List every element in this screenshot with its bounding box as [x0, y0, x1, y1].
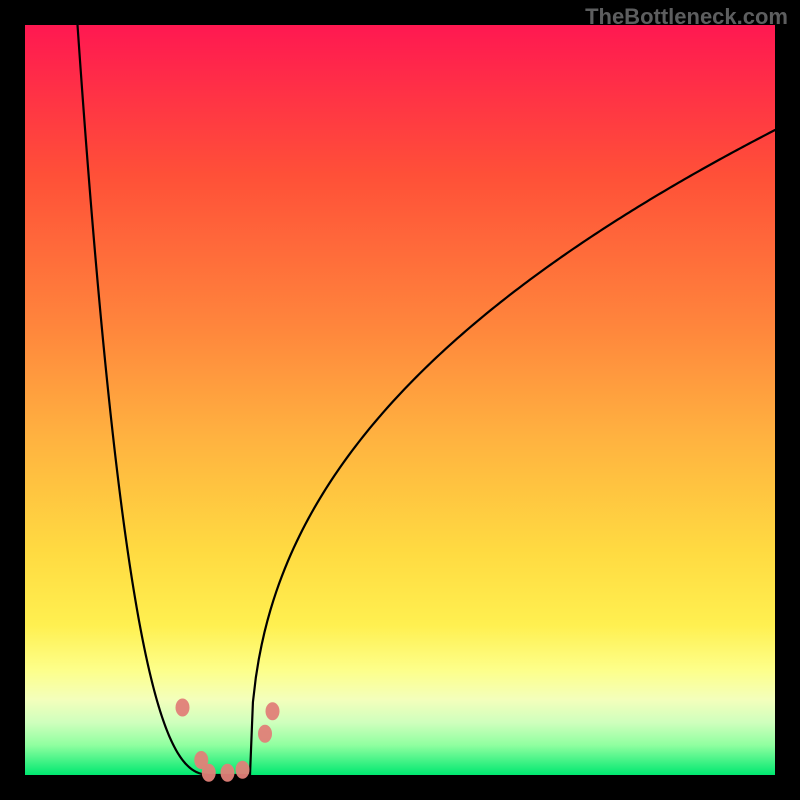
data-marker: [236, 761, 250, 779]
data-marker: [266, 702, 280, 720]
gradient-background: [25, 25, 775, 775]
data-marker: [221, 764, 235, 782]
chart-svg: [0, 0, 800, 800]
chart-canvas: TheBottleneck.com: [0, 0, 800, 800]
data-marker: [258, 725, 272, 743]
data-marker: [202, 764, 216, 782]
data-marker: [176, 699, 190, 717]
watermark-text: TheBottleneck.com: [585, 4, 788, 30]
